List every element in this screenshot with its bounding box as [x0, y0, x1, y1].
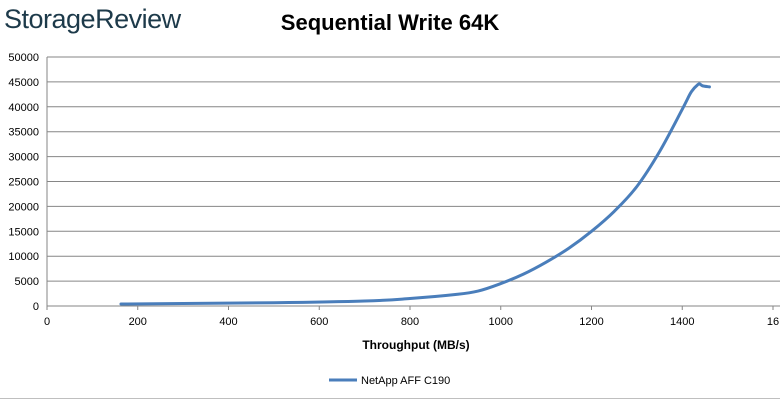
- x-tick-label: 600: [310, 316, 328, 328]
- y-tick-label: 5000: [15, 276, 39, 288]
- x-tick-label: 0: [44, 316, 50, 328]
- y-tick-label: 35000: [8, 127, 39, 139]
- axes: [46, 57, 780, 307]
- x-axis-ticks: 0 200 400 600 800 1000 1200 1400 16: [44, 306, 779, 328]
- y-tick-label: 15000: [8, 226, 39, 238]
- x-tick-label: 1400: [670, 316, 694, 328]
- y-tick-label: 25000: [8, 177, 39, 189]
- y-tick-label: 20000: [8, 201, 39, 213]
- y-tick-label: 30000: [8, 152, 39, 164]
- x-tick-label: 200: [129, 316, 147, 328]
- y-axis-ticks: 0 5000 10000 15000 20000 25000 30000 35000 40000…: [8, 52, 39, 313]
- legend: NetApp AFF C190: [329, 375, 450, 387]
- x-tick-label: 1200: [579, 316, 603, 328]
- x-tick-label: 16: [767, 316, 779, 328]
- chart-title: Sequential Write 64K: [280, 10, 500, 35]
- x-axis-label: Throughput (MB/s): [362, 338, 469, 352]
- series-layer: [119, 82, 711, 306]
- series-line: [119, 82, 711, 306]
- y-tick-label: 50000: [8, 52, 39, 64]
- y-tick-label: 45000: [8, 77, 39, 89]
- x-tick-label: 400: [219, 316, 237, 328]
- y-tick-label: 0: [33, 301, 39, 313]
- x-tick-label: 800: [401, 316, 419, 328]
- storagereview-logo: StorageReview: [4, 4, 181, 34]
- y-tick-label: 10000: [8, 251, 39, 263]
- bottom-border: [0, 398, 780, 399]
- x-tick-label: 1000: [489, 316, 513, 328]
- legend-label: NetApp AFF C190: [361, 375, 450, 387]
- gridlines: [47, 56, 780, 307]
- y-tick-label: 40000: [8, 102, 39, 114]
